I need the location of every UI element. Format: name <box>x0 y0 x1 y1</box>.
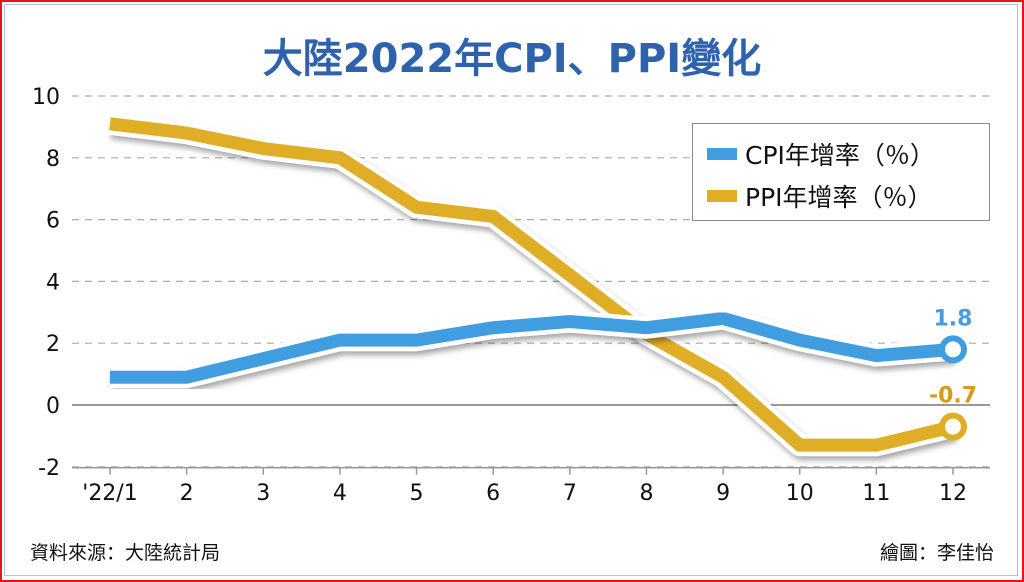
y-tick-label: 8 <box>46 147 60 172</box>
x-tick-label: 12 <box>939 481 967 506</box>
series-line <box>109 117 955 452</box>
x-tick-label: 9 <box>716 481 730 506</box>
y-tick-label: 4 <box>46 270 60 295</box>
inner-frame <box>4 4 1018 576</box>
y-tick-label: 10 <box>32 85 60 110</box>
end-marker <box>939 335 967 364</box>
end-marker <box>939 412 967 441</box>
source-note: 資料來源：大陸統計局 <box>30 542 221 564</box>
x-tick-label: 7 <box>563 481 577 506</box>
y-tick-label: 0 <box>46 394 60 419</box>
legend-item-ppi: PPI年增率（％） <box>707 178 933 214</box>
x-tick-label: 5 <box>410 481 424 506</box>
series-line <box>110 311 954 384</box>
credit-note: 繪圖：李佳怡 <box>879 542 994 564</box>
x-tick-label: 2 <box>180 481 194 506</box>
end-value-label: -0.7 <box>929 384 977 409</box>
x-tick-label: 8 <box>639 481 653 506</box>
x-tick-label: 4 <box>333 481 347 506</box>
series-cpi <box>110 307 954 389</box>
x-tick-label: '22/1 <box>82 481 137 506</box>
x-tick-label: 10 <box>786 481 814 506</box>
chart-title: 大陸2022年CPI、PPI變化 <box>262 36 762 82</box>
y-tick-label: 6 <box>46 209 60 234</box>
series-ppi <box>108 112 956 457</box>
x-tick-label: 3 <box>256 481 270 506</box>
x-tick-label: 6 <box>486 481 500 506</box>
y-tick-label: 2 <box>46 332 60 357</box>
legend: CPI年增率（％） PPI年增率（％） <box>692 123 990 221</box>
legend-swatch-cpi <box>707 148 737 160</box>
legend-label-cpi: CPI年增率（％） <box>745 141 935 170</box>
end-value-label: 1.8 <box>934 306 973 331</box>
legend-swatch-ppi <box>707 190 737 202</box>
y-tick-label: -2 <box>38 456 60 481</box>
x-tick-label: 11 <box>862 481 890 506</box>
legend-label-ppi: PPI年增率（％） <box>745 183 933 212</box>
legend-item-cpi: CPI年增率（％） <box>707 136 935 172</box>
